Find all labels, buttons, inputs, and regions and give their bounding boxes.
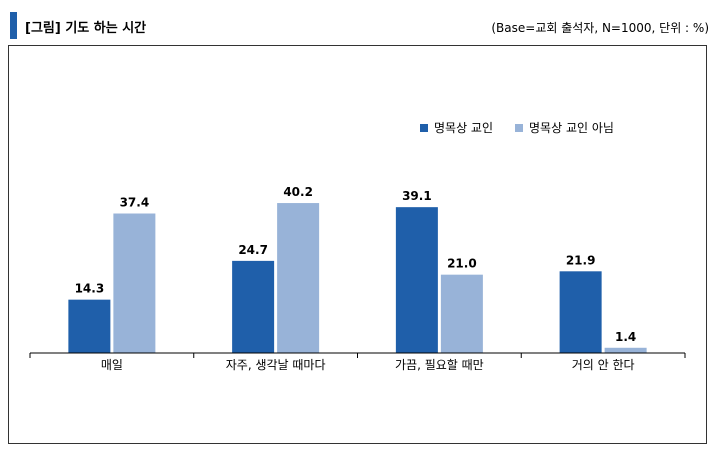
data-label-4-series-2: 1.4: [615, 330, 636, 344]
data-label-2-series-2: 40.2: [283, 185, 313, 199]
data-label-2-series-1: 24.7: [238, 243, 268, 257]
chart-frame: [8, 45, 707, 444]
chart-header: [그림] 기도 하는 시간 (Base=교회 출석자, N=1000, 단위 :…: [0, 0, 717, 44]
category-label-2: 자주, 생각날 때마다: [226, 358, 326, 372]
legend-swatch-series-1: [420, 123, 428, 132]
legend: 명목상 교인 명목상 교인 아님: [420, 119, 636, 136]
legend-item-series-2: 명목상 교인 아님: [515, 119, 614, 136]
bar-2-series-1: [232, 260, 275, 353]
category-label-3: 가끔, 필요할 때만: [395, 358, 484, 372]
data-label-1-series-1: 14.3: [75, 282, 105, 296]
legend-label-series-1: 명목상 교인: [434, 121, 494, 135]
data-label-4-series-1: 21.9: [566, 253, 596, 267]
bar-1-series-2: [113, 213, 156, 353]
data-label-3-series-1: 39.1: [402, 189, 432, 203]
title-accent-bar: [10, 12, 17, 39]
legend-label-series-2: 명목상 교인 아님: [529, 121, 614, 135]
bar-4-series-1: [559, 271, 602, 353]
bar-3-series-2: [440, 274, 483, 353]
chart-title: [그림] 기도 하는 시간: [25, 21, 147, 36]
base-note: (Base=교회 출석자, N=1000, 단위 : %): [491, 21, 709, 35]
bar-3-series-1: [395, 207, 438, 353]
category-label-4: 거의 안 한다: [572, 358, 635, 372]
bar-2-series-2: [277, 203, 320, 353]
data-label-3-series-2: 21.0: [447, 257, 477, 271]
bar-1-series-1: [68, 299, 111, 353]
bar-4-series-2: [604, 347, 647, 353]
legend-swatch-series-2: [515, 123, 524, 132]
category-label-1: 매일: [101, 358, 123, 372]
legend-item-series-1: 명목상 교인: [420, 119, 493, 136]
data-label-1-series-2: 37.4: [120, 195, 150, 209]
